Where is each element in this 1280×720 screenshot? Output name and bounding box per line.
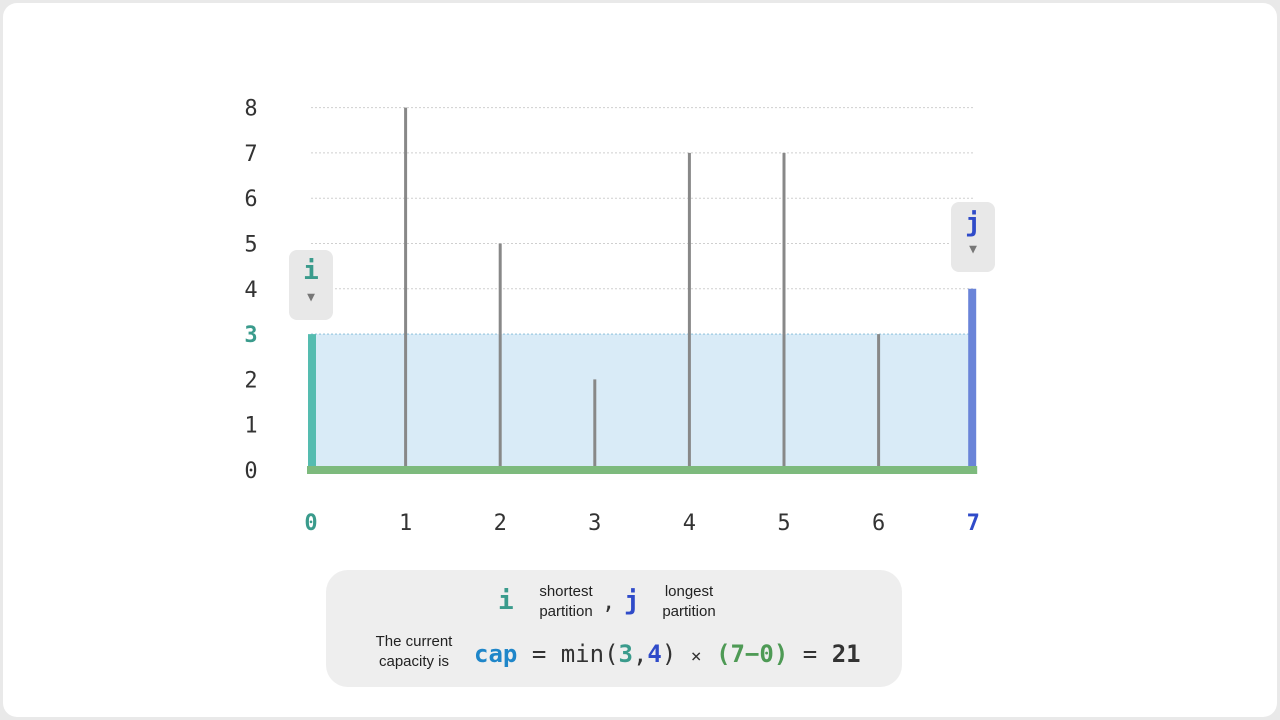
legend-j-text-line2: partition	[662, 603, 716, 620]
y-tick-label: 2	[244, 368, 257, 393]
y-tick-label: 5	[244, 233, 257, 258]
pointer-j: j ▼	[951, 202, 995, 272]
x-tick-label: 2	[494, 511, 507, 536]
legend-comma: ,	[602, 590, 616, 615]
legend-j-description: longest partition	[656, 582, 722, 622]
x-axis-labels: 0 1 2 3 4 5 6 7	[304, 511, 979, 536]
y-tick-label: 8	[244, 97, 257, 122]
formula-comma: ,	[632, 640, 648, 668]
legend-i-text-line1: shortest	[539, 583, 593, 600]
legend-j-letter: j	[624, 586, 640, 616]
formula-close-paren: )	[661, 640, 677, 668]
legend-box: i shortest partition , j longest partiti…	[326, 570, 902, 687]
y-tick-label: 3	[244, 323, 257, 348]
formula-equals-2: =	[802, 640, 818, 668]
bars	[308, 107, 977, 470]
y-tick-label: 6	[244, 187, 257, 212]
capacity-caption-line1: The current	[375, 633, 453, 650]
legend-i-text-line2: partition	[539, 603, 593, 620]
formula-cap: cap	[474, 640, 518, 668]
base-line	[307, 466, 978, 474]
x-tick-label: 6	[872, 511, 885, 536]
x-tick-label: 3	[588, 511, 601, 536]
x-tick-label: 5	[777, 511, 790, 536]
y-axis-labels: 0 1 2 3 4 5 6 7 8	[244, 97, 257, 484]
formula-width: (7−0)	[716, 640, 789, 668]
formula-min: min(	[560, 640, 619, 668]
capacity-formula: cap = min(3,4) × (7−0) = 21	[474, 640, 861, 668]
pointer-i-letter: i	[303, 256, 319, 286]
formula-equals: =	[531, 640, 547, 668]
formula-height-j: 4	[647, 640, 662, 668]
y-tick-label: 0	[244, 459, 257, 484]
formula-result: 21	[831, 640, 861, 668]
chevron-down-icon: ▼	[969, 242, 977, 257]
x-tick-label: 7	[967, 511, 980, 536]
pointer-j-letter: j	[965, 208, 981, 238]
pointer-i: i ▼	[289, 250, 333, 320]
legend-i-description: shortest partition	[530, 582, 602, 622]
formula-height-i: 3	[618, 640, 633, 668]
legend-j-text-line1: longest	[664, 583, 714, 600]
x-tick-label: 4	[683, 511, 696, 536]
x-tick-label: 0	[304, 511, 317, 536]
capacity-caption-line2: capacity is	[378, 653, 450, 670]
y-tick-label: 1	[244, 414, 257, 439]
formula-times: ×	[690, 646, 702, 667]
legend-i-letter: i	[498, 586, 514, 616]
water-area	[311, 334, 974, 470]
y-tick-label: 7	[244, 142, 257, 167]
capacity-caption: The current capacity is	[366, 632, 462, 672]
chevron-down-icon: ▼	[307, 290, 315, 305]
x-tick-label: 1	[399, 511, 412, 536]
y-tick-label: 4	[244, 278, 257, 303]
